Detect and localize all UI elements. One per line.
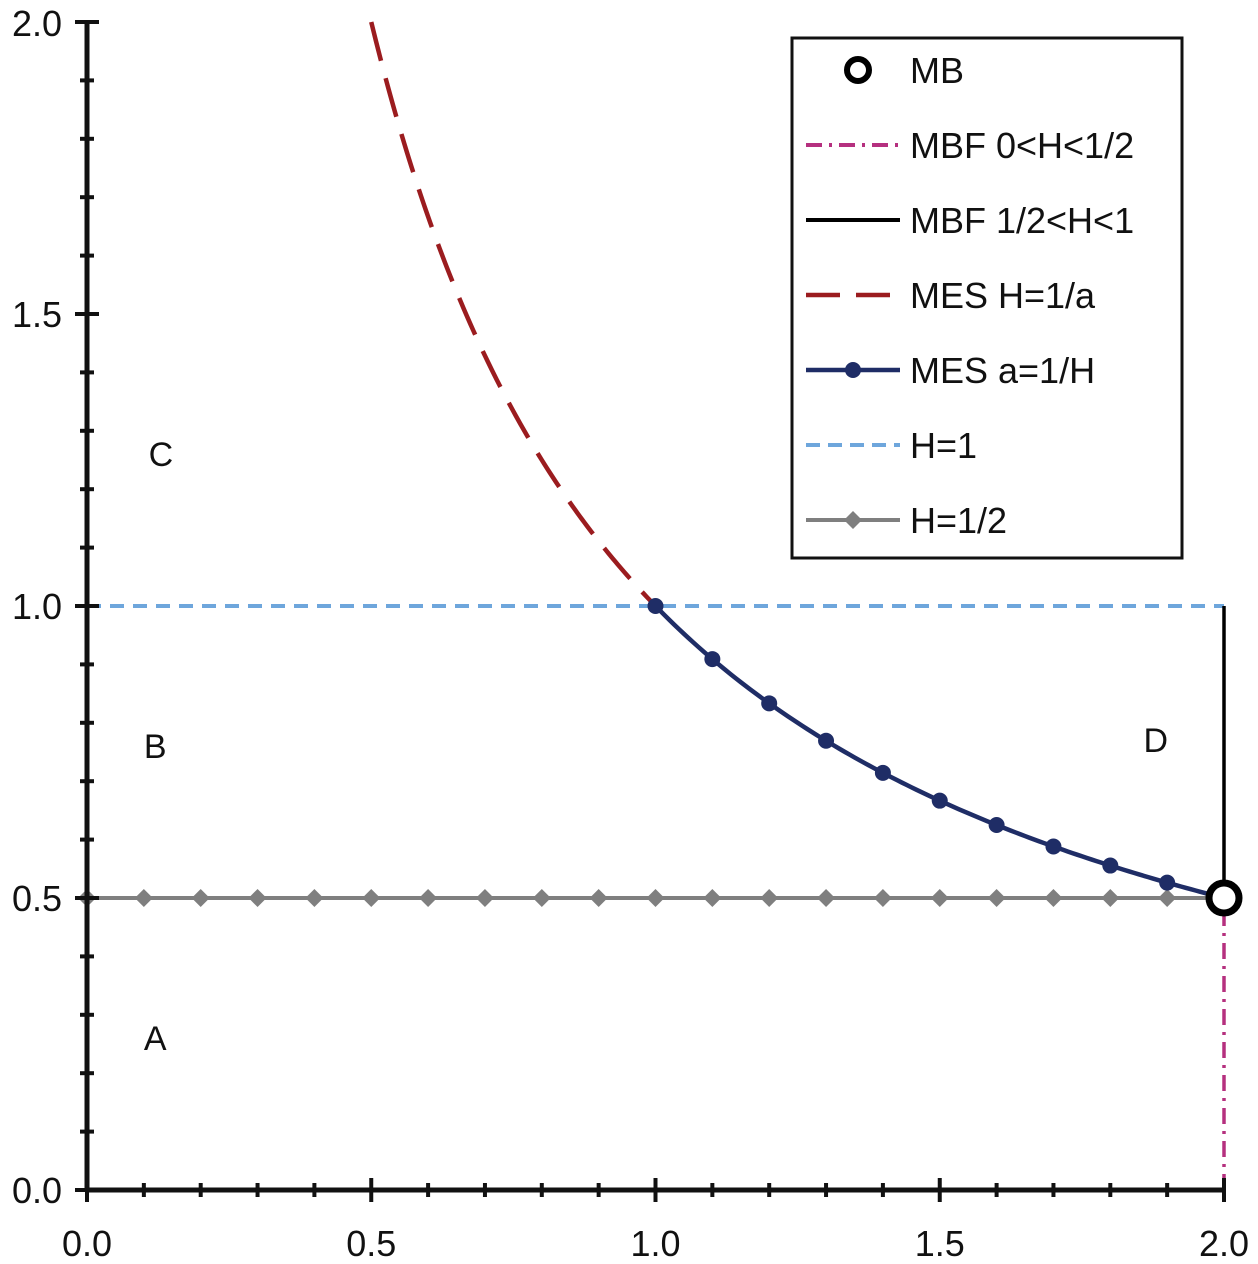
- series-mes-a-marker-6: [988, 817, 1005, 833]
- region-label-d: D: [1143, 722, 1168, 760]
- series-h-half-marker-15: [930, 889, 949, 907]
- x-tick-label-3: 1.5: [915, 1223, 965, 1264]
- legend-mb-icon: [844, 56, 872, 84]
- axes: 0.0 0.5 1.0 1.5 2.0 0.0 0.5 1.0 1.5 2.0: [12, 3, 1249, 1264]
- legend-h-half-marker: [844, 511, 862, 529]
- series-h-half-marker-17: [1044, 889, 1063, 907]
- legend-item-1: MBF 0<H<1/2: [806, 125, 1134, 166]
- legend-label-2: MBF 1/2<H<1: [910, 200, 1134, 241]
- y-tick-label-0: 0.0: [12, 1170, 62, 1211]
- series-mes-a-marker-5: [931, 792, 948, 809]
- legend-label-6: H=1/2: [910, 500, 1007, 541]
- series-h-half-marker-11: [703, 889, 722, 907]
- series-h-half-marker-12: [760, 889, 779, 907]
- series-h-half-marker-1: [134, 889, 153, 907]
- legend-label-4: MES a=1/H: [910, 350, 1095, 391]
- y-tick-label-3: 1.5: [12, 294, 62, 335]
- series-h-half-marker-19: [1158, 889, 1177, 907]
- plot-area: [78, 21, 1243, 1190]
- legend-item-2: MBF 1/2<H<1: [806, 200, 1134, 241]
- series-mes-a-marker-0: [647, 598, 664, 614]
- series-h-half-marker-8: [532, 889, 551, 907]
- series-h-half-marker-13: [817, 889, 836, 907]
- region-label-c: C: [149, 436, 174, 474]
- series-h-half-marker-18: [1101, 889, 1120, 907]
- y-tick-label-2: 1.0: [12, 586, 62, 627]
- series-mes-a-marker-3: [818, 732, 835, 749]
- series-mes-a-curve: [653, 604, 1225, 901]
- series-h-half-marker-4: [305, 889, 324, 907]
- legend-label-3: MES H=1/a: [910, 275, 1096, 316]
- series-mes-a-marker-1: [704, 651, 721, 668]
- x-tick-label-2: 1.0: [630, 1223, 680, 1264]
- legend-label-0: MB: [910, 50, 964, 91]
- series-h-half-marker-16: [987, 889, 1006, 907]
- legend-item-3: MES H=1/a: [806, 275, 1096, 316]
- series-mb-point-0: [1205, 879, 1243, 917]
- series-h-half-marker-5: [362, 889, 381, 907]
- series-h-half-marker-3: [248, 889, 267, 907]
- series-h-half-marker-14: [873, 889, 892, 907]
- series-h-half-marker-7: [475, 889, 494, 907]
- legend: MB MBF 0<H<1/2 MBF 1/2<H<1 MES H=1/a MES a=1…: [790, 36, 1184, 560]
- series-h-half-marker-2: [191, 889, 210, 907]
- series-mes-a-marker-9: [1159, 874, 1176, 891]
- series-mes-a-marker-8: [1102, 857, 1119, 874]
- y-tick-label-4: 2.0: [12, 3, 62, 44]
- legend-label-1: MBF 0<H<1/2: [910, 125, 1134, 166]
- legend-mes-a-marker: [845, 362, 861, 378]
- x-tick-label-4: 2.0: [1199, 1223, 1249, 1264]
- series-mes-a-marker-4: [874, 764, 891, 781]
- legend-box: [790, 36, 1184, 560]
- series-h-half-marker-10: [646, 889, 665, 907]
- series-mes-h-curve: [369, 21, 658, 608]
- legend-item-4: MES a=1/H: [806, 350, 1095, 391]
- series-mes-a-marker-2: [761, 695, 778, 712]
- region-labels: A B C D: [144, 436, 1168, 1058]
- legend-item-6: H=1/2: [806, 500, 1007, 541]
- x-tick-label-1: 0.5: [346, 1223, 396, 1264]
- x-tick-label-0: 0.0: [62, 1223, 112, 1264]
- legend-label-5: H=1: [910, 425, 977, 466]
- series-mes-a-marker-7: [1045, 838, 1062, 855]
- y-tick-label-1: 0.5: [12, 878, 62, 919]
- series-h-half-marker-6: [419, 889, 438, 907]
- series-h-half-marker-9: [589, 889, 608, 907]
- legend-item-0: MB: [844, 50, 964, 91]
- region-label-a: A: [144, 1020, 167, 1058]
- legend-item-5: H=1: [806, 425, 977, 466]
- region-label-b: B: [144, 728, 167, 766]
